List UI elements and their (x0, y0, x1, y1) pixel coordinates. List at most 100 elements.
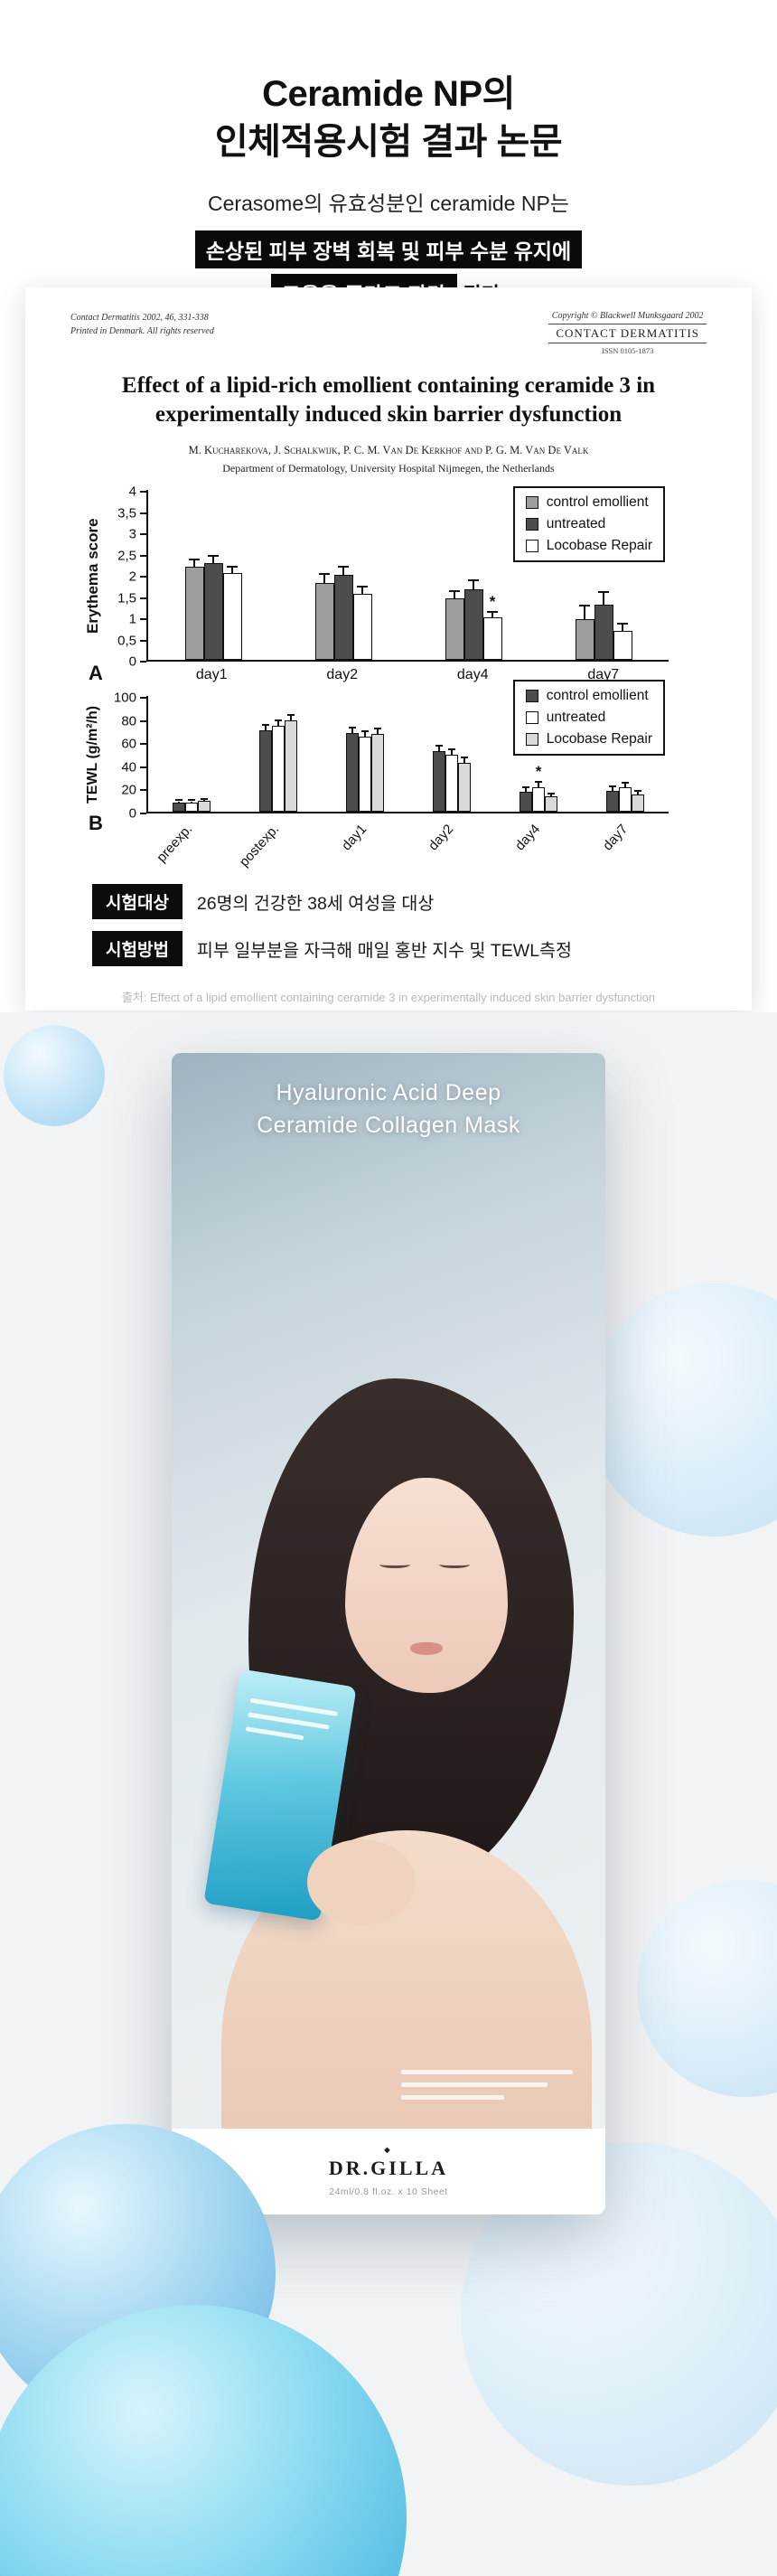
product-section: Hyaluronic Acid Deep Ceramide Collagen M… (0, 1012, 777, 2576)
x-axis-label: postexp. (237, 821, 283, 870)
bar (594, 604, 613, 660)
error-bar (463, 758, 465, 764)
bar-slot (606, 696, 619, 812)
bar (198, 801, 211, 812)
bar-group (346, 696, 384, 812)
bar (272, 726, 285, 812)
error-bar-cap (621, 782, 630, 785)
bar (346, 732, 359, 812)
bar-slot (575, 490, 594, 660)
bar (359, 736, 371, 812)
y-tick-mark (140, 554, 146, 557)
chart-erythema-ylabel: Erythema score (84, 518, 101, 634)
journal-issn: ISSN 0105-1873 (601, 346, 654, 355)
journal-name: CONTACT DERMATITIS (548, 324, 707, 343)
legend-label: Locobase Repair (546, 538, 652, 553)
error-bar-cap (226, 566, 239, 569)
legend-item: control emollient (525, 688, 652, 704)
bar (222, 572, 242, 660)
badge-study-method: 시험방법 (92, 931, 183, 966)
error-bar (364, 731, 366, 737)
error-bar (191, 801, 192, 803)
error-bar (193, 559, 195, 567)
y-tick-mark (140, 618, 146, 620)
chart-tewl-ylabel: TEWL (g/m²/h) (85, 705, 100, 804)
error-bar (277, 721, 279, 727)
chart-erythema-yaxis: 0 0,5 1 1,5 2 2,5 3 3,5 4 (105, 485, 146, 669)
error-bar-cap (534, 781, 543, 783)
bar-slot (198, 696, 211, 812)
product-box-title-line-2: Ceramide Collagen Mask (257, 1113, 520, 1139)
significance-marker: * (535, 763, 542, 780)
error-bar-cap (356, 586, 369, 588)
error-bar-cap (578, 605, 591, 607)
error-bar-cap (448, 589, 461, 592)
highlight-line-1: 손상된 피부 장벽 회복 및 피부 수분 유지에 (194, 230, 583, 268)
bar (619, 787, 632, 812)
error-bar-cap (547, 792, 556, 794)
hero-section: Ceramide NP의 인체적용시험 결과 논문 Cerasome의 유효성분… (0, 0, 777, 315)
page-title: Ceramide NP의 인체적용시험 결과 논문 (0, 71, 777, 166)
error-bar-cap (348, 726, 357, 729)
product-box-title: Hyaluronic Acid Deep Ceramide Collagen M… (172, 1076, 605, 1142)
study-subject-text: 26명의 건강한 38세 여성을 대상 (196, 894, 435, 914)
bar-slot (184, 490, 204, 660)
y-tick-mark (140, 491, 146, 493)
legend-item: Locobase Repair (525, 538, 652, 554)
bar (314, 583, 334, 660)
paper-card: Contact Dermatitis 2002, 46, 331-338 Pri… (25, 287, 752, 1011)
error-bar-cap (188, 558, 201, 560)
error-bar-cap (207, 555, 220, 558)
y-tick-label: 1 (128, 611, 136, 627)
bar (184, 566, 204, 660)
bar-group (259, 696, 297, 812)
y-tick-mark (140, 813, 146, 814)
error-bar (323, 575, 325, 584)
error-bar (491, 613, 493, 617)
journal-header-left: Contact Dermatitis 2002, 46, 331-338 Pri… (70, 311, 214, 355)
model-brow (379, 1561, 410, 1568)
chart-erythema: control emollient untreated Locobase Repai… (81, 485, 669, 687)
error-bar (451, 750, 453, 756)
legend-swatch (525, 690, 538, 702)
chart-tewl-legend: control emollient untreated Locobase Repai… (512, 680, 665, 756)
bar-slot (272, 696, 285, 812)
bar (545, 796, 557, 812)
chart-erythema-legend: control emollient untreated Locobase Repai… (512, 486, 665, 562)
y-tick-label: 3,5 (117, 505, 136, 521)
legend-swatch (525, 711, 538, 724)
legend-label: untreated (546, 710, 606, 725)
error-bar-cap (337, 566, 350, 569)
bubble-decoration (587, 1283, 777, 1537)
bar (173, 802, 185, 812)
y-tick-mark (140, 576, 146, 578)
y-tick-mark (140, 512, 146, 514)
y-tick-label: 0 (128, 805, 136, 822)
bar (463, 589, 483, 660)
y-tick-mark (140, 766, 146, 768)
error-bar (361, 588, 363, 595)
journal-header: Contact Dermatitis 2002, 46, 331-338 Pri… (70, 311, 707, 355)
paper-authors: M. Kucharekova, J. Schalkwijk, P. C. M. … (188, 444, 589, 456)
y-tick-label: 3 (128, 526, 136, 542)
bar-slot (463, 490, 483, 660)
chart-tewl-yaxis: 0 20 40 60 80 100 (105, 691, 146, 821)
x-axis-label: day7 (599, 821, 632, 854)
error-bar-cap (286, 713, 295, 716)
error-bar (622, 625, 623, 632)
bar-slot (203, 490, 223, 660)
error-bar (624, 784, 626, 788)
bar (606, 790, 619, 812)
panel-a-label: A (89, 662, 103, 684)
bar-slot (314, 490, 334, 660)
error-bar (438, 747, 440, 752)
model-hand (307, 1839, 416, 1925)
bar-slot (359, 696, 371, 812)
error-bar (584, 606, 585, 620)
x-axis-label: preexp. (154, 821, 196, 866)
error-bar (265, 726, 267, 731)
x-axis-label: day1 (195, 667, 228, 682)
legend-label: untreated (546, 516, 606, 531)
y-tick-mark (140, 597, 146, 599)
